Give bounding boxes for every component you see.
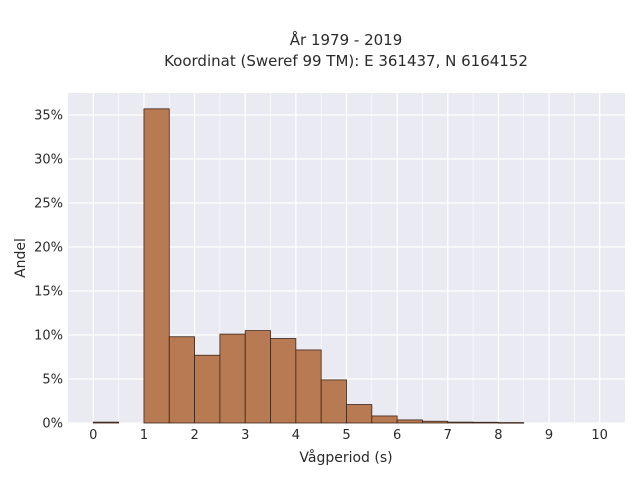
chart-title-line2: Koordinat (Sweref 99 TM): E 361437, N 61… (164, 52, 528, 70)
histogram-bar (244, 330, 271, 424)
x-tick-label: 1 (140, 428, 148, 443)
histogram-bar (194, 354, 221, 424)
x-tick-label: 7 (444, 428, 452, 443)
x-tick-label: 8 (494, 428, 502, 443)
x-tick-label: 0 (89, 428, 97, 443)
x-tick-label: 10 (591, 428, 608, 443)
y-axis-label: Andel (13, 238, 29, 278)
bars-group (92, 108, 525, 424)
y-tick-label: 10% (34, 329, 63, 344)
y-tick-label: 35% (34, 109, 63, 124)
y-tick-label: 0% (42, 417, 63, 432)
y-axis-ticks: 0% 5% 10% 15% 20% 25% 30% 35% (34, 109, 63, 432)
histogram-bar (92, 421, 120, 424)
y-tick-label: 20% (34, 241, 63, 256)
histogram-bar (472, 421, 499, 424)
histogram-bar (371, 415, 398, 424)
y-tick-label: 5% (42, 373, 63, 388)
histogram-bar (143, 108, 170, 424)
y-tick-label: 25% (34, 197, 63, 212)
x-tick-label: 2 (190, 428, 198, 443)
histogram-bar (346, 404, 373, 424)
y-tick-label: 30% (34, 153, 63, 168)
histogram-bar (447, 421, 474, 424)
x-tick-label: 5 (342, 428, 350, 443)
histogram-bar (396, 419, 423, 424)
x-tick-label: 6 (393, 428, 401, 443)
histogram-bar (295, 349, 322, 424)
x-tick-label: 3 (241, 428, 249, 443)
histogram-bar (270, 338, 297, 424)
x-tick-label: 4 (292, 428, 300, 443)
y-tick-label: 15% (34, 285, 63, 300)
x-tick-label: 9 (545, 428, 553, 443)
histogram-bar (168, 336, 195, 424)
x-axis-label: Vågperiod (s) (299, 449, 392, 466)
x-axis-ticks: 0 1 2 3 4 5 6 7 8 9 10 (89, 428, 608, 443)
histogram-bar (422, 420, 449, 424)
histogram-bar (498, 422, 525, 424)
histogram-bar (219, 333, 246, 424)
chart-title-line1: År 1979 - 2019 (290, 30, 403, 49)
histogram-bar (320, 379, 347, 424)
